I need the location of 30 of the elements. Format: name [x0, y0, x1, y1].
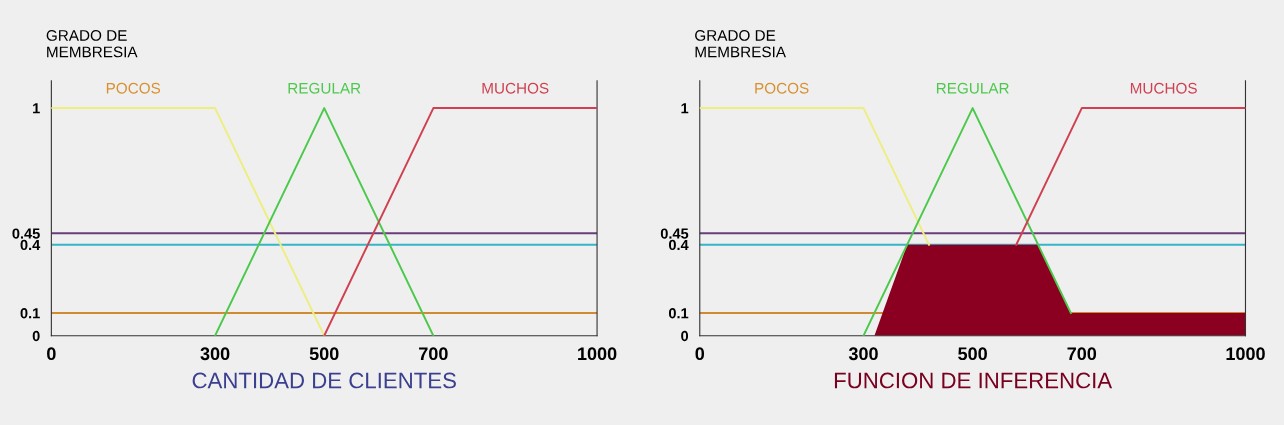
x-tick-label: 1000 [1226, 347, 1265, 361]
y-axis-title: GRADO DE MEMBRESIA [695, 30, 786, 58]
y-tick-label: 0.1 [668, 308, 689, 319]
series-label: POCOS [755, 82, 809, 94]
x-tick-label: 700 [1067, 347, 1097, 361]
y-tick-label: 0 [32, 330, 40, 342]
series-label: REGULAR [288, 82, 361, 94]
y-tick-label: 0.4 [668, 239, 689, 251]
y-tick-label: 1 [681, 103, 689, 114]
y-tick-label: 0 [681, 330, 689, 342]
x-axis-title: CANTIDAD DE CLIENTES [192, 372, 456, 389]
series-label: REGULAR [936, 82, 1009, 94]
y-tick-label: 0.45 [660, 228, 689, 239]
y-axis-title: GRADO DE MEMBRESIA [46, 30, 138, 58]
x-axis-title: FUNCION DE INFERENCIA [834, 372, 1113, 389]
series-label: MUCHOS [1130, 82, 1197, 94]
x-tick-label: 0 [47, 347, 56, 361]
x-tick-label: 300 [848, 347, 878, 361]
x-tick-label: 500 [958, 347, 987, 361]
series-label: POCOS [106, 82, 161, 94]
y-tick-label: 0.45 [12, 228, 40, 239]
y-tick-label: 1 [33, 103, 40, 114]
y-tick-label: 0.1 [20, 308, 40, 319]
x-tick-label: 0 [695, 347, 705, 361]
x-tick-label: 500 [309, 347, 339, 361]
x-tick-label: 1000 [578, 347, 617, 361]
x-tick-label: 700 [419, 347, 448, 361]
y-tick-label: 0.4 [20, 239, 41, 251]
series-label: MUCHOS [482, 82, 549, 94]
x-tick-label: 300 [200, 347, 230, 361]
